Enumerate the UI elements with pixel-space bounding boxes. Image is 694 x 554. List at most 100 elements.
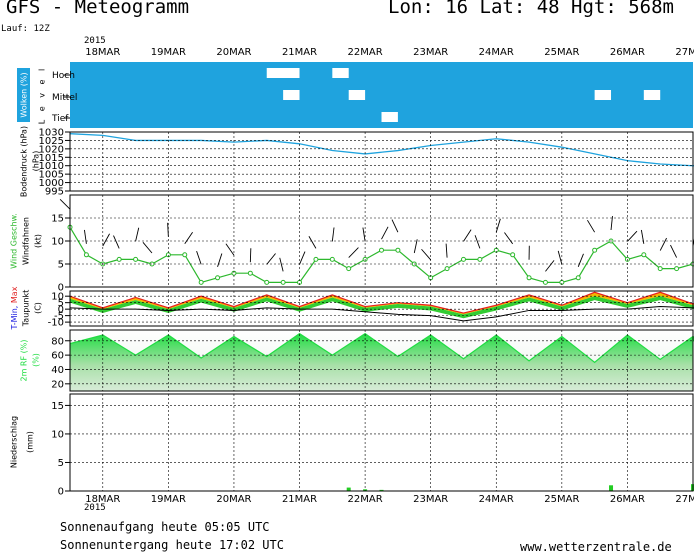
precip-title: Niederschlag — [10, 416, 19, 468]
wind-speed-point — [84, 253, 88, 257]
cloud-level-label: Mittel — [52, 93, 77, 103]
date-label-top: 23MAR — [413, 47, 448, 58]
wind-speed-point — [183, 253, 187, 257]
wind-ylabel: Windfahnen — [22, 217, 31, 265]
wind-tick-label: 5 — [58, 260, 64, 271]
wind-unit: (kt) — [34, 234, 43, 248]
wind-speed-point — [248, 271, 252, 275]
temp-title-part: T-Min, — [10, 303, 19, 330]
wind-vane — [113, 236, 119, 249]
wind-title: Wind Geschw. — [10, 213, 19, 269]
date-label-bottom: 26MAR — [610, 494, 645, 505]
wind-vane — [414, 239, 417, 253]
precip-tick-label: 0 — [58, 487, 64, 498]
cloud-level-label: Tief — [51, 114, 69, 124]
wind-vane — [363, 228, 365, 242]
wind-speed-point — [330, 257, 334, 261]
wind-speed-point — [478, 257, 482, 261]
date-label-top: 27MAR — [675, 47, 694, 58]
wind-vane — [136, 228, 139, 242]
date-label-top: 25MAR — [544, 47, 579, 58]
wind-vane — [143, 242, 152, 253]
wind-speed-point — [216, 276, 220, 280]
date-label-top: 24MAR — [479, 47, 514, 58]
cloud-gap-mittel — [595, 90, 611, 100]
wind-tick-label: 10 — [51, 237, 64, 248]
temp-tick-label: 10 — [51, 292, 64, 303]
wind-vane — [332, 228, 334, 242]
wind-vane — [504, 232, 512, 243]
wind-speed-point — [461, 257, 465, 261]
temp-title-parts: T-Min, Max — [10, 286, 19, 330]
wind-vane — [587, 220, 594, 232]
rf-tick-label: 60 — [51, 351, 64, 362]
wind-vane — [627, 231, 637, 241]
wind-speed-point — [576, 276, 580, 280]
wind-vane — [103, 234, 110, 246]
wind-speed-point — [380, 248, 384, 252]
date-label-top: 26MAR — [610, 47, 645, 58]
wind-vane — [300, 252, 305, 265]
precip-frame — [70, 394, 693, 491]
rf-tick-label: 20 — [51, 379, 64, 390]
precip-unit: (mm) — [26, 431, 35, 453]
wind-vane — [421, 249, 430, 260]
wind-speed-point — [511, 253, 515, 257]
wind-vane — [463, 230, 471, 242]
precip-tick-label: 15 — [51, 401, 64, 412]
wind-vane — [545, 260, 554, 271]
wind-speed-point — [543, 280, 547, 284]
wind-speed-point — [675, 267, 679, 271]
wind-tick-label: 15 — [51, 214, 64, 225]
date-label-bottom: 21MAR — [282, 494, 317, 505]
wind-vane — [392, 220, 398, 233]
wind-vane — [349, 248, 359, 258]
wind-vane — [218, 253, 222, 266]
wind-vane — [446, 244, 447, 258]
dewpoint-label: Taupunkt — [22, 290, 31, 328]
wind-vane — [280, 258, 283, 272]
wind-vane — [84, 230, 86, 244]
date-label-bottom: 27MAR — [675, 494, 694, 505]
date-label-top: 22MAR — [348, 47, 383, 58]
date-label-top: 19MAR — [151, 47, 186, 58]
wind-vane — [496, 219, 500, 232]
pressure-title: Bodendruck (hPa) — [20, 126, 29, 197]
precip-bar — [609, 485, 613, 491]
wind-vane — [60, 199, 70, 209]
pressure-line — [70, 134, 694, 186]
cloud-gap-hoch — [267, 68, 300, 78]
date-label-top: 21MAR — [282, 47, 317, 58]
wind-speed-point — [642, 253, 646, 257]
wind-vane — [309, 236, 316, 248]
wind-vane — [185, 232, 193, 244]
date-label-top: 18MAR — [85, 47, 120, 58]
wind-speed-point — [117, 257, 121, 261]
wind-speed-point — [396, 248, 400, 252]
wind-speed-point — [314, 257, 318, 261]
date-label-bottom: 23MAR — [413, 494, 448, 505]
date-label-bottom: 20MAR — [216, 494, 251, 505]
temp-unit: (C) — [34, 302, 43, 314]
wind-speed-point — [281, 280, 285, 284]
rf-tick-label: 40 — [51, 365, 64, 376]
date-label-bottom: 24MAR — [479, 494, 514, 505]
rf-unit: (%) — [32, 353, 41, 367]
cloud-gap-tief — [382, 112, 398, 122]
wind-vane — [267, 254, 276, 265]
cloud-level-label: Hoch — [52, 71, 75, 81]
wind-vane — [382, 227, 389, 239]
wind-vane — [670, 245, 676, 258]
temp-title-part: Max — [10, 286, 19, 303]
precip-tick-label: 10 — [51, 429, 64, 440]
pressure-tick-label: 1030 — [39, 128, 64, 139]
wind-speed-point — [134, 257, 138, 261]
cloud-title: Wolken (%) — [20, 72, 29, 117]
wind-speed-point — [527, 276, 531, 280]
cloud-ylabel: L e v e l — [38, 66, 47, 124]
wind-speed-line — [70, 204, 694, 282]
wind-speed-point — [265, 280, 269, 284]
wind-vane — [578, 254, 583, 267]
wind-vane — [197, 251, 202, 264]
